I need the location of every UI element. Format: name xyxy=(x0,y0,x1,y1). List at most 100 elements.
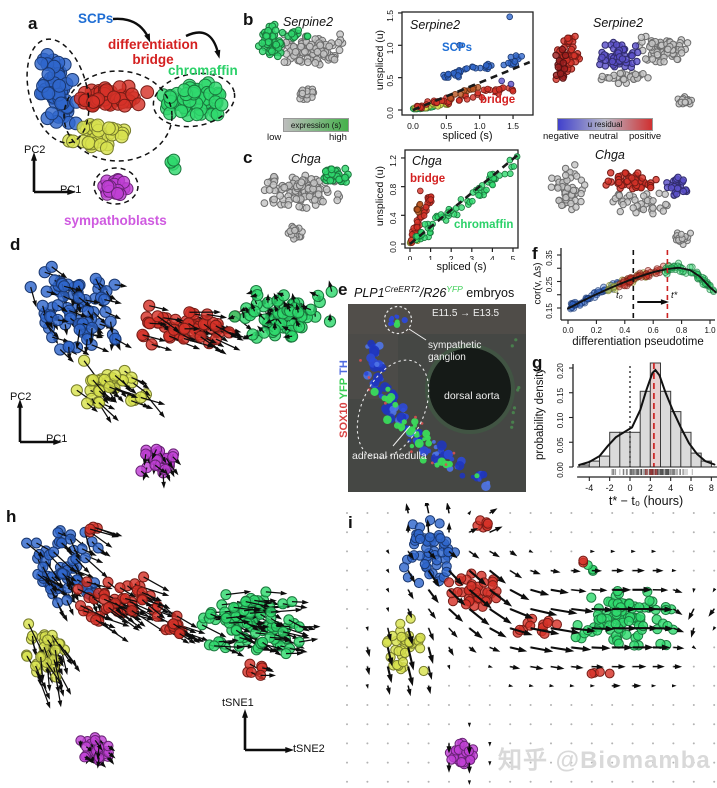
svg-text:0.15: 0.15 xyxy=(556,387,565,403)
panel-b-label: b xyxy=(243,10,254,29)
residual-title-serpine2: Serpine2 xyxy=(593,16,644,30)
svg-text:1: 1 xyxy=(428,254,433,260)
timeline-e13: E13.5 xyxy=(472,308,500,319)
panel-g: -4 -2 0 2 4 6 8 0.00 0.05 0.10 0.15 0.20 g probabil… xyxy=(530,350,717,514)
svg-text:0.15: 0.15 xyxy=(545,303,554,319)
svg-text:0.5: 0.5 xyxy=(440,121,452,130)
svg-text:0.6: 0.6 xyxy=(648,326,660,335)
panel-a-label: a xyxy=(28,14,38,33)
gene-title-serpine2: Serpine2 xyxy=(283,15,334,29)
svg-text:0.4: 0.4 xyxy=(619,326,631,335)
annotation-tstar: t* xyxy=(671,290,678,301)
svg-text:-4: -4 xyxy=(585,483,593,493)
svg-text:1.0: 1.0 xyxy=(474,121,486,130)
axis-label-pseudotime: differentiation pseudotime xyxy=(572,336,704,348)
svg-text:0.0: 0.0 xyxy=(385,107,395,119)
panel-e-title: PLP1CreERT2/R26YFP embryos xyxy=(354,284,514,300)
svg-text:4: 4 xyxy=(668,483,673,493)
pca-cluster-plot xyxy=(26,17,236,205)
svg-text:0.00: 0.00 xyxy=(556,462,565,478)
svg-text:-2: -2 xyxy=(606,483,614,493)
residual-legend-bar: u residual xyxy=(557,118,653,131)
svg-text:0: 0 xyxy=(408,254,413,260)
axis-label-pc1: PC1 xyxy=(60,184,82,196)
svg-text:1.0: 1.0 xyxy=(385,42,395,54)
phase-annotation-bridge-c: bridge xyxy=(410,173,446,185)
pca-velocity-plot xyxy=(17,260,338,489)
axis-label-unspliced: unspliced (u) xyxy=(374,29,386,91)
expression-legend-title: expression (s) xyxy=(290,120,342,130)
axis-label-pc1-d: PC1 xyxy=(46,433,68,445)
residual-legend-neutral: neutral xyxy=(589,131,619,142)
serpine2-phase-plot: 0.0 0.5 1.0 1.5 0.0 0.5 1.0 1.5 xyxy=(385,10,534,130)
panel-b-phase: 0.0 0.5 1.0 1.5 0.0 0.5 1.0 1.5 Serpine2 unspli… xyxy=(368,6,540,148)
svg-text:2: 2 xyxy=(648,483,653,493)
phase-title-serpine2: Serpine2 xyxy=(410,18,461,32)
chga-phase-plot: 0 1 2 3 4 5 0.0 0.4 0.8 1.2 xyxy=(388,149,522,260)
annotation-scps: SCPs xyxy=(78,11,114,26)
svg-text:0.0: 0.0 xyxy=(562,326,574,335)
timeline-e11: E11.5 xyxy=(432,308,458,319)
chga-residual-embedding xyxy=(547,161,694,248)
annotation-sympathoblasts: sympathoblasts xyxy=(64,213,167,228)
svg-text:1.5: 1.5 xyxy=(507,121,519,130)
phase-annotation-scps: SCPs xyxy=(442,42,473,54)
title-r26: /R26 xyxy=(419,286,447,300)
axis-label-spliced-c: spliced (s) xyxy=(436,261,487,273)
svg-text:0.10: 0.10 xyxy=(556,412,565,428)
panel-i: i xyxy=(335,503,717,788)
title-yfp: YFP xyxy=(446,284,463,294)
residual-legend-title: u residual xyxy=(587,120,623,129)
panel-e-label: e xyxy=(338,280,348,299)
axis-label-unspliced-c: unspliced (u) xyxy=(374,165,386,227)
axis-label-hours: t* − t₀ (hours) xyxy=(608,494,684,508)
label-adrenal-medulla: adrenal medulla xyxy=(352,450,427,462)
svg-text:6: 6 xyxy=(689,483,694,493)
title-creert2: CreERT2 xyxy=(384,284,420,294)
title-embryos: embryos xyxy=(462,286,515,300)
expression-legend-bar: expression (s) xyxy=(283,118,349,132)
panel-c-expression: c Chga xyxy=(243,146,363,260)
panel-f: 0.15 0.25 0.35 0.0 0.2 0.4 0.6 0.8 1.0 f cor(v, … xyxy=(530,240,717,352)
panel-b-residual: Serpine2 u residual negative neutral pos… xyxy=(543,6,717,148)
serpine2-expression-embedding xyxy=(254,20,347,104)
axis-label-pc2-d: PC2 xyxy=(10,391,32,403)
panel-i-label: i xyxy=(348,513,353,532)
panel-h-label: h xyxy=(6,507,17,526)
svg-text:0.0: 0.0 xyxy=(407,121,419,130)
svg-text:1.5: 1.5 xyxy=(385,10,395,22)
panel-d-label: d xyxy=(10,235,21,254)
phase-annotation-bridge: bridge xyxy=(480,94,516,106)
phase-annotation-chromaffin-c: chromaffin xyxy=(454,219,514,231)
timeline-arrow-icon: → xyxy=(460,308,471,319)
velocity-field-grid-plot xyxy=(346,503,717,785)
gene-title-chga: Chga xyxy=(291,152,321,166)
panel-h: h tSNE1 tSNE2 xyxy=(0,503,337,788)
title-plp1: PLP1 xyxy=(354,286,385,300)
residual-title-chga: Chga xyxy=(595,148,625,162)
axis-label-tsne2: tSNE2 xyxy=(293,743,325,755)
axis-label-pc2: PC2 xyxy=(24,144,46,156)
microscopy-image xyxy=(348,304,526,492)
phase-title-chga: Chga xyxy=(412,154,442,168)
svg-text:0.2: 0.2 xyxy=(591,326,603,335)
svg-text:0.4: 0.4 xyxy=(388,212,398,224)
panel-c-residual: Chga xyxy=(543,146,717,260)
svg-text:1.0: 1.0 xyxy=(704,326,716,335)
annotation-chromaffin: chromaffin xyxy=(168,63,238,78)
probability-density-histogram: -4 -2 0 2 4 6 8 0.00 0.05 0.10 0.15 0.20 xyxy=(556,362,717,493)
tsne-velocity-plot xyxy=(21,521,321,769)
svg-text:0.8: 0.8 xyxy=(676,326,688,335)
axis-label-cor: cor(v, Δs) xyxy=(532,262,544,305)
svg-text:5: 5 xyxy=(511,254,516,260)
axis-label-tsne1: tSNE1 xyxy=(222,697,254,709)
panel-f-label: f xyxy=(532,244,538,263)
axis-label-density: probability density xyxy=(534,367,546,461)
panel-a: a SCPs differentiation bridge chromaffin… xyxy=(18,6,242,236)
watermark: 知乎 @Biomamba xyxy=(498,747,711,774)
svg-text:1.2: 1.2 xyxy=(388,155,398,167)
svg-text:0: 0 xyxy=(627,483,632,493)
panel-d: d PC2 PC1 xyxy=(0,233,350,505)
svg-text:4: 4 xyxy=(490,254,495,260)
